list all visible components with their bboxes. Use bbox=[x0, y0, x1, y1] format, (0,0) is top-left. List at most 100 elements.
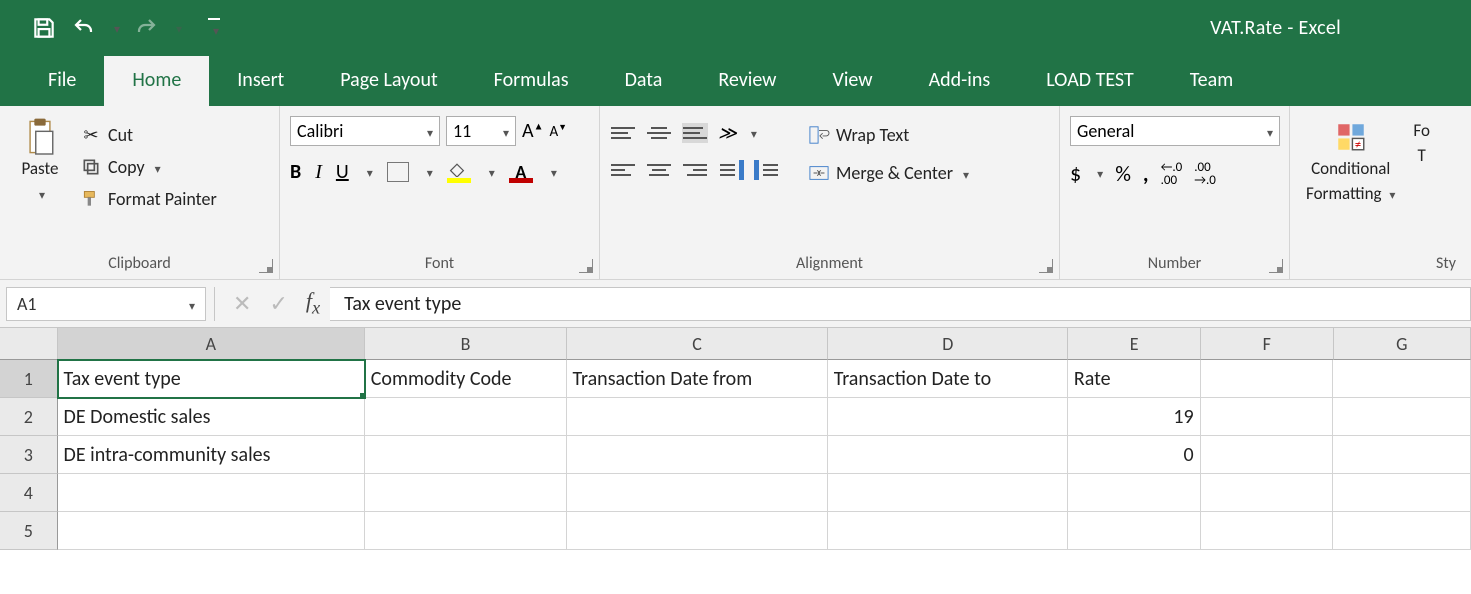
cell-A2[interactable]: DE Domestic sales bbox=[58, 398, 365, 436]
cell-E2[interactable]: 19 bbox=[1068, 398, 1201, 436]
tab-view[interactable]: View bbox=[804, 56, 900, 106]
alignment-launcher-icon[interactable] bbox=[1039, 259, 1053, 273]
cell-F3[interactable] bbox=[1201, 436, 1334, 474]
underline-dropdown-icon[interactable] bbox=[363, 164, 373, 181]
col-header-F[interactable]: F bbox=[1201, 328, 1334, 360]
qat-customize-icon[interactable] bbox=[208, 18, 220, 39]
formula-input[interactable]: Tax event type bbox=[330, 287, 1471, 321]
redo-dropdown-icon[interactable] bbox=[172, 20, 182, 37]
format-as-table-button[interactable]: Fo T bbox=[1407, 116, 1436, 170]
cell-D1[interactable]: Transaction Date to bbox=[828, 360, 1068, 398]
cell-A4[interactable] bbox=[58, 474, 365, 512]
font-size-combo[interactable]: 11 bbox=[446, 116, 516, 146]
cell-E5[interactable] bbox=[1068, 512, 1201, 550]
row-header-5[interactable]: 5 bbox=[0, 512, 58, 550]
tab-team[interactable]: Team bbox=[1162, 56, 1261, 106]
cell-D3[interactable] bbox=[828, 436, 1068, 474]
increase-decimal-button[interactable]: ←.0.00 bbox=[1161, 161, 1183, 187]
cell-B1[interactable]: Commodity Code bbox=[365, 360, 567, 398]
col-header-A[interactable]: A bbox=[58, 328, 365, 360]
cell-E4[interactable] bbox=[1068, 474, 1201, 512]
undo-dropdown-icon[interactable] bbox=[110, 20, 120, 37]
fill-color-button[interactable] bbox=[447, 161, 471, 183]
underline-button[interactable]: U bbox=[336, 160, 349, 184]
cell-B3[interactable] bbox=[365, 436, 567, 474]
cell-D4[interactable] bbox=[828, 474, 1068, 512]
font-color-button[interactable]: A bbox=[509, 161, 533, 183]
cell-G2[interactable] bbox=[1333, 398, 1471, 436]
cell-G1[interactable] bbox=[1333, 360, 1471, 398]
cell-C5[interactable] bbox=[567, 512, 828, 550]
save-icon[interactable] bbox=[30, 14, 58, 42]
copy-button[interactable]: Copy bbox=[76, 154, 221, 180]
decrease-font-button[interactable]: A▼ bbox=[549, 122, 567, 141]
font-color-dropdown-icon[interactable] bbox=[547, 164, 557, 181]
decrease-decimal-button[interactable]: .00→.0 bbox=[1194, 161, 1216, 187]
row-header-2[interactable]: 2 bbox=[0, 398, 58, 436]
align-top-button[interactable] bbox=[610, 123, 636, 143]
tab-page-layout[interactable]: Page Layout bbox=[312, 56, 465, 106]
undo-icon[interactable] bbox=[70, 14, 98, 42]
row-header-1[interactable]: 1 bbox=[0, 360, 58, 398]
cell-F2[interactable] bbox=[1201, 398, 1334, 436]
align-right-button[interactable] bbox=[682, 160, 708, 180]
cut-button[interactable]: ✂ Cut bbox=[76, 122, 221, 148]
decrease-indent-button[interactable] bbox=[718, 160, 744, 180]
tab-insert[interactable]: Insert bbox=[209, 56, 312, 106]
cell-F1[interactable] bbox=[1201, 360, 1334, 398]
cancel-formula-icon[interactable]: ✕ bbox=[233, 290, 251, 317]
col-header-G[interactable]: G bbox=[1334, 328, 1471, 360]
paste-dropdown-icon[interactable] bbox=[35, 183, 45, 204]
number-format-combo[interactable]: General bbox=[1070, 116, 1280, 146]
cond-fmt-dropdown-icon[interactable] bbox=[1385, 183, 1395, 204]
cell-B5[interactable] bbox=[365, 512, 567, 550]
cell-B4[interactable] bbox=[365, 474, 567, 512]
font-launcher-icon[interactable] bbox=[579, 259, 593, 273]
select-all-corner[interactable] bbox=[0, 328, 58, 360]
cell-E1[interactable]: Rate bbox=[1068, 360, 1201, 398]
orientation-button[interactable]: ≫ bbox=[718, 122, 737, 144]
cell-A1[interactable]: Tax event type bbox=[58, 360, 365, 398]
cell-B2[interactable] bbox=[365, 398, 567, 436]
cell-C1[interactable]: Transaction Date from bbox=[567, 360, 828, 398]
cell-C4[interactable] bbox=[567, 474, 828, 512]
tab-home[interactable]: Home bbox=[104, 56, 209, 106]
paste-button[interactable]: Paste bbox=[10, 116, 70, 208]
cell-G4[interactable] bbox=[1333, 474, 1471, 512]
col-header-E[interactable]: E bbox=[1068, 328, 1201, 360]
merge-center-button[interactable]: Merge & Center bbox=[804, 160, 973, 186]
align-center-button[interactable] bbox=[646, 160, 672, 180]
number-launcher-icon[interactable] bbox=[1269, 259, 1283, 273]
align-middle-button[interactable] bbox=[646, 123, 672, 143]
font-name-combo[interactable]: Calibri bbox=[290, 116, 440, 146]
cell-G5[interactable] bbox=[1333, 512, 1471, 550]
row-header-3[interactable]: 3 bbox=[0, 436, 58, 474]
cell-F5[interactable] bbox=[1201, 512, 1334, 550]
tab-review[interactable]: Review bbox=[690, 56, 804, 106]
merge-dropdown-icon[interactable] bbox=[959, 162, 969, 184]
clipboard-launcher-icon[interactable] bbox=[259, 259, 273, 273]
conditional-formatting-button[interactable]: ≠ Conditional Formatting bbox=[1300, 116, 1401, 208]
cell-D5[interactable] bbox=[828, 512, 1068, 550]
wrap-text-button[interactable]: Wrap Text bbox=[804, 122, 973, 148]
align-left-button[interactable] bbox=[610, 160, 636, 180]
orientation-dropdown-icon[interactable] bbox=[747, 125, 757, 142]
name-box-dropdown-icon[interactable] bbox=[185, 293, 195, 315]
format-painter-button[interactable]: Format Painter bbox=[76, 186, 221, 212]
redo-icon[interactable] bbox=[132, 14, 160, 42]
accept-formula-icon[interactable]: ✓ bbox=[269, 290, 287, 317]
borders-dropdown-icon[interactable] bbox=[423, 164, 433, 181]
cell-E3[interactable]: 0 bbox=[1068, 436, 1201, 474]
percent-button[interactable]: % bbox=[1115, 160, 1131, 187]
borders-button[interactable] bbox=[387, 162, 409, 182]
cell-A5[interactable] bbox=[58, 512, 365, 550]
accounting-format-button[interactable]: $ bbox=[1070, 160, 1081, 187]
cell-D2[interactable] bbox=[828, 398, 1068, 436]
col-header-D[interactable]: D bbox=[828, 328, 1068, 360]
cell-A3[interactable]: DE intra-community sales bbox=[58, 436, 365, 474]
cell-C3[interactable] bbox=[567, 436, 828, 474]
cell-C2[interactable] bbox=[567, 398, 828, 436]
col-header-C[interactable]: C bbox=[567, 328, 828, 360]
align-bottom-button[interactable] bbox=[682, 123, 708, 143]
bold-button[interactable]: B bbox=[290, 160, 301, 184]
